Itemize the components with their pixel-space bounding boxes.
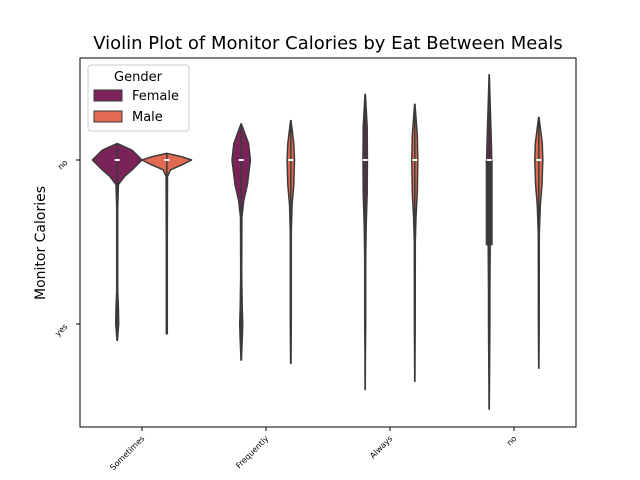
- chart-title: Violin Plot of Monitor Calories by Eat B…: [93, 33, 563, 54]
- violin-median: [486, 159, 492, 161]
- violin-median: [164, 159, 170, 161]
- violin-median: [362, 159, 368, 161]
- legend: Gender Female Male: [87, 64, 190, 132]
- x-tick-label: Sometimes: [108, 434, 146, 472]
- violin-median: [238, 159, 244, 161]
- legend-swatch-female: [93, 89, 123, 102]
- y-axis-label: Monitor Calories: [33, 186, 49, 300]
- legend-label-male: Male: [132, 110, 163, 125]
- legend-title: Gender: [114, 70, 163, 85]
- plot-frame: [79, 57, 577, 428]
- violin-median: [536, 159, 542, 161]
- violin-median: [114, 159, 120, 161]
- y-tick-label: yes: [53, 322, 69, 338]
- legend-swatch-male: [93, 110, 123, 123]
- y-tick-label: no: [56, 158, 69, 171]
- legend-label-female: Female: [132, 89, 179, 104]
- violin-median: [288, 159, 294, 161]
- x-tick-label: no: [505, 434, 518, 447]
- violin-median: [412, 159, 418, 161]
- x-tick-label: Frequently: [234, 434, 270, 470]
- violin-iqr-box: [485, 160, 493, 246]
- x-tick-label: Always: [368, 434, 394, 460]
